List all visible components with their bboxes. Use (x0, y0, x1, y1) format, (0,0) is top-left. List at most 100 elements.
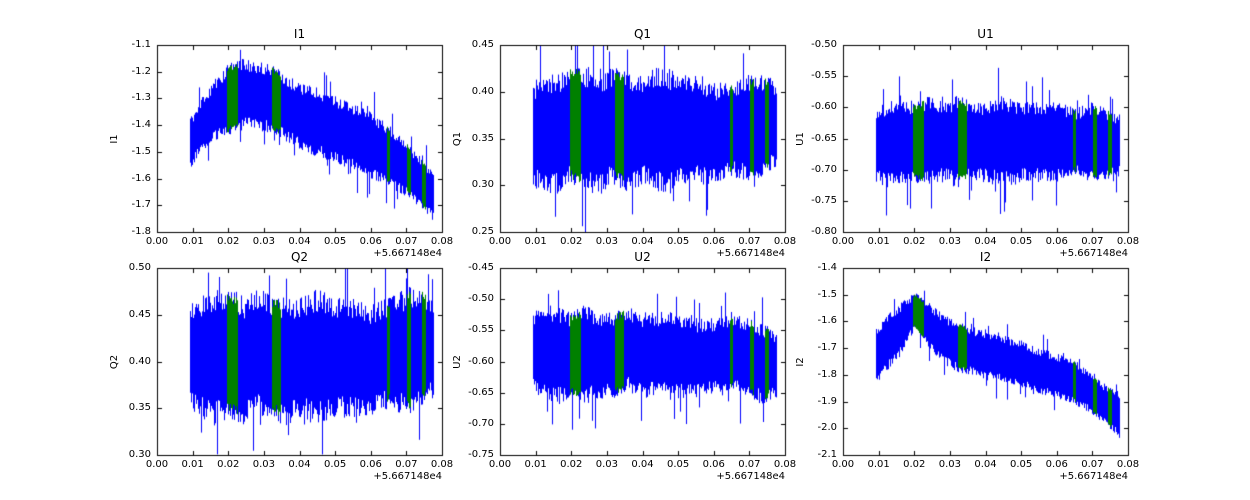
y-tick-label: -0.75 (811, 194, 837, 206)
x-tick-label: 0.07 (738, 236, 761, 247)
x-tick-label: 0.05 (666, 459, 690, 470)
y-tick-label: -1.5 (817, 288, 837, 300)
x-tick-label: 0.05 (323, 236, 347, 247)
y-tick-label: 0.35 (471, 132, 494, 144)
y-tick-label: -0.80 (811, 226, 837, 237)
y-tick-label: 0.30 (128, 449, 151, 460)
x-tick-label: 0.03 (938, 459, 961, 470)
y-tick-label: -1.3 (131, 92, 151, 104)
plot-title: U1 (977, 27, 994, 41)
x-tick-label: 0.07 (1081, 236, 1104, 247)
y-tick-label: -1.4 (131, 119, 151, 131)
y-tick-label: -1.5 (131, 145, 151, 157)
x-tick-label: 0.00 (831, 236, 855, 247)
x-tick-label: 0.06 (359, 459, 382, 470)
x-tick-label: 0.08 (430, 459, 454, 470)
x-tick-label: 0.02 (903, 236, 926, 247)
y-tick-label: -1.1 (131, 39, 151, 50)
plot-title: I2 (979, 250, 992, 264)
x-tick-label: 0.04 (288, 459, 311, 470)
y-tick-label: -0.70 (811, 163, 837, 175)
x-tick-label: 0.00 (488, 459, 512, 470)
x-tick-label: 0.03 (595, 236, 618, 247)
y-tick-label: -0.45 (468, 262, 494, 273)
x-tick-label: 0.01 (181, 236, 204, 247)
x-tick-label: 0.03 (595, 459, 618, 470)
x-tick-label: 0.01 (524, 236, 547, 247)
y-tick-label: -1.4 (817, 262, 837, 273)
x-tick-label: 0.00 (145, 236, 169, 247)
x-tick-label: 0.05 (666, 236, 690, 247)
x-tick-label: 0.07 (1081, 459, 1104, 470)
y-tick-label: -1.6 (817, 315, 837, 327)
x-tick-label: 0.08 (773, 236, 797, 247)
y-tick-label: -2.0 (817, 422, 837, 434)
y-tick-label: -1.2 (131, 65, 151, 77)
x-offset-label: +5.667148e4 (716, 471, 785, 482)
y-tick-label: -2.1 (817, 449, 837, 460)
x-tick-label: 0.07 (738, 459, 761, 470)
x-tick-label: 0.00 (145, 459, 169, 470)
x-tick-label: 0.07 (395, 236, 418, 247)
x-tick-label: 0.04 (631, 236, 654, 247)
y-tick-label: 0.45 (128, 308, 151, 320)
y-tick-label: -1.9 (817, 395, 837, 407)
x-tick-label: 0.05 (1009, 459, 1033, 470)
y-tick-label: -0.60 (468, 355, 494, 367)
x-offset-label: +5.667148e4 (716, 248, 785, 259)
x-tick-label: 0.01 (181, 459, 204, 470)
x-offset-label: +5.667148e4 (373, 471, 442, 482)
plot-title: I1 (293, 27, 306, 41)
x-tick-label: 0.01 (867, 236, 890, 247)
x-offset-label: +5.667148e4 (1059, 248, 1128, 259)
x-tick-label: 0.03 (252, 236, 275, 247)
y-tick-label: 0.25 (471, 226, 494, 237)
x-tick-label: 0.08 (773, 459, 797, 470)
x-tick-label: 0.02 (560, 236, 583, 247)
x-tick-label: 0.00 (488, 236, 512, 247)
x-tick-label: 0.08 (1116, 236, 1140, 247)
y-tick-label: -0.75 (468, 449, 494, 460)
y-tick-label: 0.40 (128, 355, 151, 367)
y-tick-label: -0.55 (468, 324, 494, 336)
x-tick-label: 0.06 (702, 236, 725, 247)
x-tick-label: 0.04 (631, 459, 654, 470)
y-tick-label: -1.8 (817, 368, 837, 380)
y-tick-label: -0.60 (811, 101, 837, 113)
x-offset-label: +5.667148e4 (1059, 471, 1128, 482)
y-axis-label: I1 (109, 133, 120, 144)
x-tick-label: 0.02 (217, 459, 240, 470)
x-tick-label: 0.02 (903, 459, 926, 470)
plot-title: Q1 (633, 27, 652, 41)
x-tick-label: 0.04 (288, 236, 311, 247)
x-tick-label: 0.07 (395, 459, 418, 470)
y-axis-label: I2 (795, 356, 806, 367)
y-tick-label: -0.55 (811, 70, 837, 82)
y-tick-label: -0.50 (811, 39, 837, 50)
y-tick-label: 0.50 (128, 262, 151, 273)
x-tick-label: 0.06 (1045, 236, 1068, 247)
y-tick-label: 0.30 (471, 179, 494, 191)
x-tick-label: 0.04 (974, 459, 997, 470)
y-tick-label: 0.35 (128, 402, 151, 414)
y-tick-label: -1.8 (131, 226, 151, 237)
x-tick-label: 0.02 (560, 459, 583, 470)
x-tick-label: 0.00 (831, 459, 855, 470)
x-tick-label: 0.01 (524, 459, 547, 470)
y-tick-label: -0.65 (811, 132, 837, 144)
plot-title: Q2 (290, 250, 309, 264)
y-tick-label: 0.45 (471, 39, 494, 50)
y-tick-label: -0.65 (468, 386, 494, 398)
y-tick-label: -0.50 (468, 293, 494, 305)
x-tick-label: 0.04 (974, 236, 997, 247)
x-tick-label: 0.06 (359, 236, 382, 247)
y-tick-label: -1.7 (131, 199, 151, 211)
x-tick-label: 0.08 (430, 236, 454, 247)
y-tick-label: 0.40 (471, 85, 494, 97)
x-tick-label: 0.05 (1009, 236, 1033, 247)
x-offset-label: +5.667148e4 (373, 248, 442, 259)
plot-title: U2 (634, 250, 651, 264)
x-tick-label: 0.08 (1116, 459, 1140, 470)
x-tick-label: 0.05 (323, 459, 347, 470)
